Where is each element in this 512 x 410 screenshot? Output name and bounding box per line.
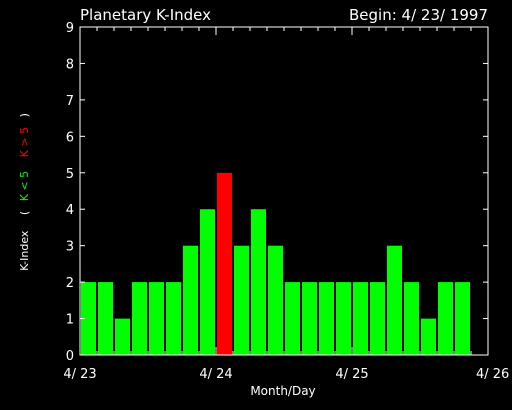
y-axis-label-group: K-Index ( K < 5 K > 5 )	[18, 113, 31, 271]
begin-date-label: Begin: 4/ 23/ 1997	[349, 6, 488, 24]
bar-15	[336, 282, 351, 355]
bar-6	[183, 245, 198, 355]
y-axis-label: K-Index ( K < 5 K > 5 )	[18, 113, 31, 271]
y-tick-label-3: 3	[66, 240, 74, 255]
y-tick-label-9: 9	[66, 21, 74, 36]
bar-8	[217, 172, 232, 355]
x-tick-label-2: 4/ 25	[335, 367, 368, 382]
bar-0	[81, 282, 96, 355]
bars-group	[81, 172, 470, 355]
bar-9	[234, 245, 249, 355]
x-tick-label-3: 4/ 26	[476, 367, 509, 382]
y-tick-label-7: 7	[66, 94, 74, 109]
bar-1	[98, 282, 113, 355]
y-tick-label-0: 0	[66, 349, 74, 364]
y-axis-label-open-paren: (	[18, 211, 31, 215]
y-tick-label-1: 1	[66, 313, 74, 328]
y-tick-label-2: 2	[66, 276, 74, 291]
bar-19	[404, 282, 419, 355]
ticks-group: 0 1 2 3 4 5 6 7 8 9 4/ 23 4/ 24 4/ 25 4/ 26	[63, 21, 509, 382]
bar-7	[200, 209, 215, 355]
bar-14	[319, 282, 334, 355]
bar-12	[285, 282, 300, 355]
bar-2	[115, 318, 130, 355]
bar-5	[166, 282, 181, 355]
bar-17	[370, 282, 385, 355]
y-tick-label-8: 8	[66, 57, 74, 72]
x-tick-label-1: 4/ 24	[199, 367, 232, 382]
bar-13	[302, 282, 317, 355]
bar-10	[251, 209, 266, 355]
bar-11	[268, 245, 283, 355]
bar-21	[438, 282, 453, 355]
y-axis-label-green: K < 5	[18, 171, 31, 201]
y-tick-label-6: 6	[66, 130, 74, 145]
bar-16	[353, 282, 368, 355]
y-tick-label-5: 5	[66, 167, 74, 182]
bar-22	[455, 282, 470, 355]
x-axis-label: Month/Day	[250, 384, 315, 398]
y-axis-label-red: K > 5	[18, 127, 31, 157]
bar-20	[421, 318, 436, 355]
chart-title: Planetary K-Index	[80, 6, 211, 24]
bar-4	[149, 282, 164, 355]
x-tick-label-0: 4/ 23	[63, 367, 96, 382]
y-tick-label-4: 4	[66, 203, 74, 218]
bar-3	[132, 282, 147, 355]
y-axis-label-main: K-Index	[18, 230, 31, 271]
bar-18	[387, 245, 402, 355]
y-axis-label-close-paren: )	[18, 113, 31, 117]
